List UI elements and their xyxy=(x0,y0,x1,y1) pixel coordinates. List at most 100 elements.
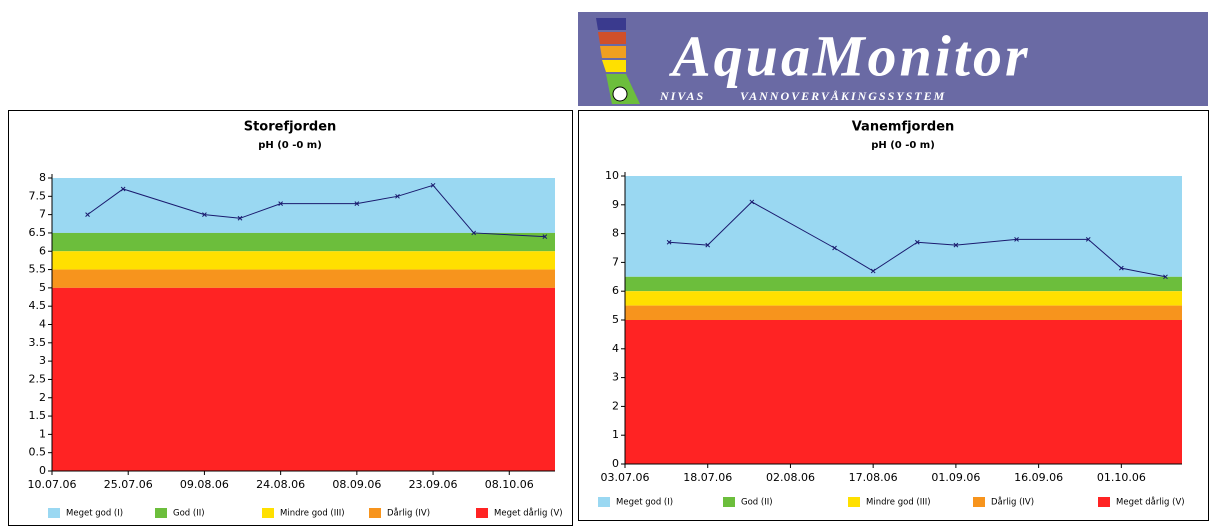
y-tick-label: 10 xyxy=(605,169,619,182)
y-tick-label: 6 xyxy=(612,284,619,297)
y-tick-label: 1 xyxy=(612,428,619,441)
x-tick-label: 01.09.06 xyxy=(931,471,980,484)
x-tick-label: 02.08.06 xyxy=(766,471,815,484)
y-tick-label: 4 xyxy=(39,318,46,331)
y-tick-label: 6.5 xyxy=(29,226,47,239)
y-tick-label: 2.5 xyxy=(29,372,47,385)
legend-swatch xyxy=(723,497,735,507)
data-line xyxy=(87,184,545,238)
data-point xyxy=(832,245,837,251)
legend-swatch xyxy=(973,497,985,507)
y-tick-label: 4 xyxy=(612,342,619,355)
y-tick-label: 7 xyxy=(39,208,46,221)
y-tick-label: 8 xyxy=(39,171,46,184)
legend-label: God (II) xyxy=(741,498,773,508)
y-tick-label: 1 xyxy=(39,427,46,440)
data-point xyxy=(278,201,283,206)
quality-band xyxy=(625,176,1182,277)
quality-band xyxy=(52,287,555,471)
quality-band xyxy=(52,232,555,252)
x-tick-label: 01.10.06 xyxy=(1097,471,1146,484)
x-tick-label: 16.09.06 xyxy=(1014,471,1063,484)
x-tick-label: 09.08.06 xyxy=(180,478,229,491)
chart-subtitle: pH (0 -0 m) xyxy=(258,140,322,151)
legend-label: Meget dårlig (V) xyxy=(494,508,563,519)
chart-title: Storefjorden xyxy=(244,120,337,135)
y-tick-label: 9 xyxy=(612,198,619,211)
y-tick-label: 5.5 xyxy=(29,263,47,276)
data-point xyxy=(953,242,959,248)
x-tick-label: 10.07.06 xyxy=(28,478,77,491)
y-tick-label: 8 xyxy=(612,227,619,240)
logo-owner: NIVAS xyxy=(659,89,705,103)
legend-label: Mindre god (III) xyxy=(280,509,345,519)
legend-label: Meget god (I) xyxy=(616,498,673,508)
y-tick-label: 5 xyxy=(612,313,619,326)
data-point xyxy=(237,215,243,221)
y-tick-label: 1.5 xyxy=(29,409,47,422)
legend-swatch xyxy=(48,508,60,518)
y-tick-label: 7 xyxy=(612,255,619,268)
x-tick-label: 08.09.06 xyxy=(332,478,381,491)
chart-subtitle: pH (0 -0 m) xyxy=(871,140,935,151)
x-tick-label: 03.07.06 xyxy=(601,471,650,484)
logo-background xyxy=(578,12,1208,106)
y-tick-label: 0.5 xyxy=(29,446,47,459)
x-tick-label: 08.10.06 xyxy=(485,478,534,491)
x-tick-label: 25.07.06 xyxy=(104,478,153,491)
data-point xyxy=(1118,265,1124,271)
logo-name: AquaMonitor xyxy=(669,23,1031,88)
logo: AquaMonitor NIVAS VANNOVERVÅKINGSSYSTEM xyxy=(578,12,1208,106)
logo-drop xyxy=(612,86,628,102)
data-point xyxy=(870,268,876,274)
quality-band xyxy=(625,320,1182,464)
y-tick-label: 4.5 xyxy=(29,299,47,312)
quality-band xyxy=(625,305,1182,320)
x-tick-label: 17.08.06 xyxy=(849,471,898,484)
legend-label: Dårlig (IV) xyxy=(991,497,1034,508)
y-tick-label: 3 xyxy=(39,354,46,367)
chart-title: Vanemfjorden xyxy=(852,120,955,135)
y-tick-label: 2 xyxy=(612,399,619,412)
legend-swatch xyxy=(598,497,610,507)
data-point xyxy=(471,230,477,236)
logo-stripe xyxy=(602,60,626,72)
legend-swatch xyxy=(1098,497,1110,507)
legend-label: Mindre god (III) xyxy=(866,498,931,508)
legend-swatch xyxy=(848,497,860,507)
x-tick-label: 18.07.06 xyxy=(683,471,732,484)
y-tick-label: 3 xyxy=(612,371,619,384)
logo-stripe xyxy=(598,32,626,44)
data-point xyxy=(1163,274,1168,280)
data-point xyxy=(395,193,400,199)
quality-band xyxy=(625,276,1182,292)
quality-band xyxy=(52,251,555,270)
legend-label: God (II) xyxy=(173,509,205,519)
legend-swatch xyxy=(155,508,167,518)
y-tick-label: 5 xyxy=(39,281,46,294)
legend-label: Meget god (I) xyxy=(66,509,123,519)
logo-stripe xyxy=(600,46,626,58)
data-point xyxy=(1014,237,1019,242)
x-tick-label: 24.08.06 xyxy=(256,478,305,491)
logo-stripe xyxy=(596,18,626,30)
data-point xyxy=(705,242,711,248)
legend-swatch xyxy=(262,508,274,518)
data-point xyxy=(430,182,436,188)
y-tick-label: 6 xyxy=(39,244,46,257)
y-tick-label: 0 xyxy=(612,457,619,470)
data-point xyxy=(749,199,755,205)
y-tick-label: 3.5 xyxy=(29,336,47,349)
quality-band xyxy=(52,178,555,233)
quality-band xyxy=(52,269,555,288)
y-tick-label: 0 xyxy=(39,464,46,477)
data-point xyxy=(666,239,672,245)
data-point xyxy=(120,186,126,192)
legend-swatch xyxy=(476,508,488,518)
y-tick-label: 2 xyxy=(39,391,46,404)
data-point xyxy=(1085,237,1091,242)
data-point xyxy=(542,234,548,239)
x-tick-label: 23.09.06 xyxy=(409,478,458,491)
data-point xyxy=(202,212,207,217)
